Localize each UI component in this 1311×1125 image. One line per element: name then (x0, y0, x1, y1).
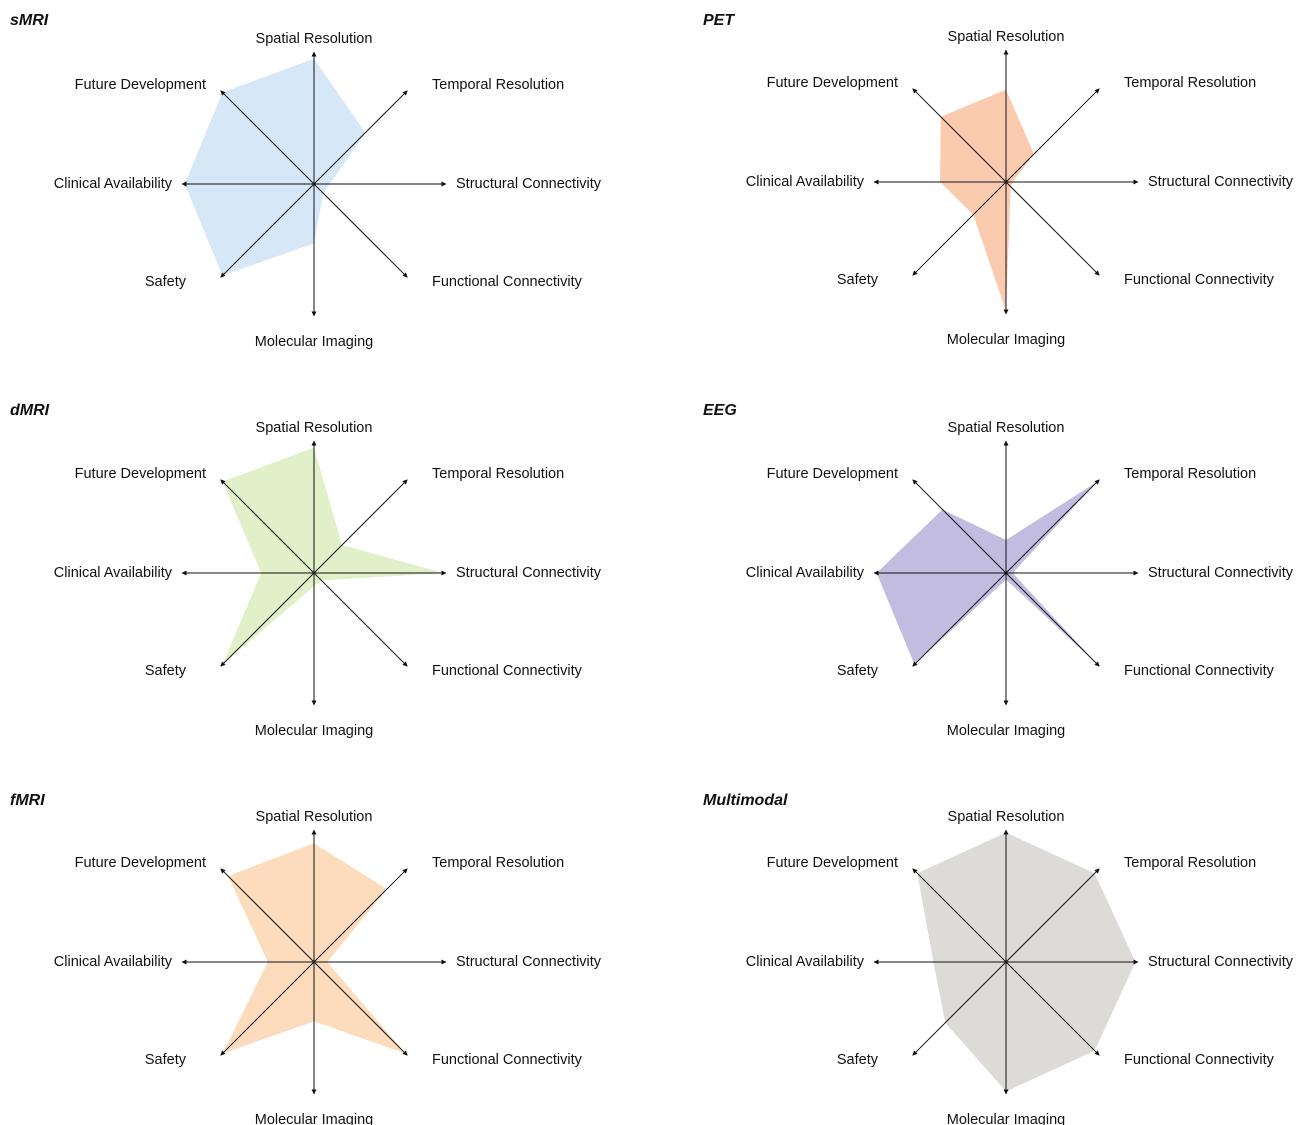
axis-arrow (313, 479, 408, 574)
axis-label: Spatial Resolution (256, 420, 373, 436)
axis-label: Structural Connectivity (456, 954, 602, 970)
axis-label: Temporal Resolution (1124, 855, 1256, 871)
axis-arrow (313, 90, 408, 185)
axis-label: Functional Connectivity (1124, 272, 1275, 288)
panel-title: PET (703, 12, 735, 29)
axis-label: Spatial Resolution (948, 809, 1065, 825)
axis-arrow (1005, 181, 1100, 276)
axis-arrow (912, 868, 1007, 963)
axis-label: Safety (837, 1052, 879, 1068)
axis-label: Molecular Imaging (255, 1112, 373, 1125)
axis-arrow (220, 183, 315, 278)
axis-label: Functional Connectivity (432, 1052, 583, 1068)
radar-panel-pet: PET Spatial Resolution Temporal Resolution… (703, 12, 1294, 348)
radar-area (184, 58, 366, 276)
axis-label: Functional Connectivity (432, 663, 583, 679)
axis-label: Spatial Resolution (256, 809, 373, 825)
axis-arrow (313, 183, 408, 278)
axis-arrow (1005, 868, 1100, 963)
radar-panel-smri: sMRI Spatial Resolution Temporal Resolutio… (10, 12, 602, 350)
radar-panel-fmri: fMRI Spatial Resolution Temporal Resolutio… (10, 792, 602, 1125)
axis-arrow (1005, 479, 1100, 574)
axis-label: Temporal Resolution (1124, 75, 1256, 91)
axis-label: Clinical Availability (746, 565, 865, 581)
axis-label: Functional Connectivity (432, 274, 583, 290)
axis-label: Molecular Imaging (947, 1112, 1065, 1125)
axis-label: Future Development (767, 466, 898, 482)
axis-label: Future Development (767, 75, 898, 91)
axis-label: Future Development (767, 855, 898, 871)
panel-title: Multimodal (703, 792, 788, 809)
axis-label: Structural Connectivity (456, 565, 602, 581)
radar-panel-dmri: dMRI Spatial Resolution Temporal Resolutio… (10, 402, 602, 739)
axis-label: Structural Connectivity (1148, 954, 1294, 970)
radar-panel-eeg: EEG Spatial Resolution Temporal Resolution… (703, 402, 1294, 739)
axis-arrow (1005, 572, 1100, 667)
axis-label: Molecular Imaging (255, 723, 373, 739)
axis-label: Safety (837, 272, 879, 288)
axis-arrow (313, 868, 408, 963)
axis-label: Molecular Imaging (947, 332, 1065, 348)
axis-arrow (912, 88, 1007, 183)
axis-arrow (1005, 88, 1100, 183)
axis-arrow (220, 572, 315, 667)
axis-label: Temporal Resolution (1124, 466, 1256, 482)
axis-label: Molecular Imaging (947, 723, 1065, 739)
axis-label: Clinical Availability (54, 176, 173, 192)
axis-label: Safety (837, 663, 879, 679)
axis-arrow (220, 479, 315, 574)
axis-label: Functional Connectivity (1124, 1052, 1275, 1068)
axis-label: Clinical Availability (54, 565, 173, 581)
axis-label: Clinical Availability (746, 954, 865, 970)
axis-arrow (912, 479, 1007, 574)
axis-arrow (313, 961, 408, 1056)
axis-label: Structural Connectivity (1148, 565, 1294, 581)
axis-arrow (220, 961, 315, 1056)
radar-panel-multimodal: Multimodal Spatial Resolution Temporal Res… (703, 792, 1294, 1125)
axis-label: Spatial Resolution (948, 29, 1065, 45)
axis-label: Functional Connectivity (1124, 663, 1275, 679)
axis-arrow (912, 181, 1007, 276)
axis-label: Clinical Availability (54, 954, 173, 970)
axis-label: Temporal Resolution (432, 855, 564, 871)
axis-label: Future Development (75, 466, 206, 482)
axis-arrow (1005, 961, 1100, 1056)
axis-label: Future Development (75, 77, 206, 93)
axis-label: Structural Connectivity (1148, 174, 1294, 190)
axis-label: Safety (145, 663, 187, 679)
axis-arrow (220, 90, 315, 185)
axis-label: Temporal Resolution (432, 77, 564, 93)
axis-arrow (313, 572, 408, 667)
axis-label: Future Development (75, 855, 206, 871)
axis-label: Safety (145, 274, 187, 290)
panel-title: EEG (703, 402, 737, 419)
axis-label: Spatial Resolution (948, 420, 1065, 436)
panel-title: fMRI (10, 792, 45, 809)
axis-label: Safety (145, 1052, 187, 1068)
axis-arrow (912, 572, 1007, 667)
axis-label: Structural Connectivity (456, 176, 602, 192)
panel-title: dMRI (10, 402, 50, 419)
axis-label: Molecular Imaging (255, 334, 373, 350)
radar-area (222, 447, 444, 665)
axis-label: Clinical Availability (746, 174, 865, 190)
axis-label: Temporal Resolution (432, 466, 564, 482)
axis-arrow (220, 868, 315, 963)
axis-arrow (912, 961, 1007, 1056)
axis-label: Spatial Resolution (256, 31, 373, 47)
panel-title: sMRI (10, 12, 49, 29)
